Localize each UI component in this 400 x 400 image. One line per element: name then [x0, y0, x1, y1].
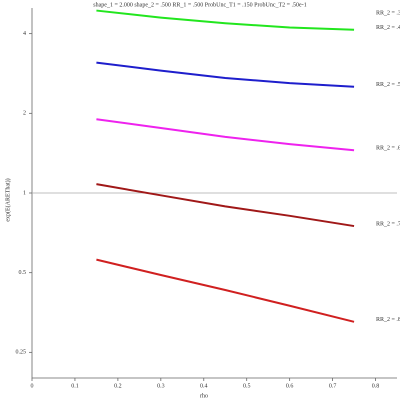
x-tick-label: 0.3: [157, 383, 165, 389]
x-tick-label: 0.6: [286, 383, 294, 389]
line: [96, 258, 355, 323]
series-label: RR_2 = .600: [376, 146, 400, 152]
series-label: RR_2 = .800: [376, 317, 400, 323]
x-tick-label: 0.1: [71, 383, 79, 389]
line: [96, 118, 355, 152]
y-axis-label: exp(E(AREThat)): [4, 178, 11, 221]
series-label: RR_2 = .400: [376, 25, 400, 31]
line: [96, 9, 355, 31]
y-tick-label: 4: [23, 31, 26, 37]
y-tick-label: 0.25: [16, 350, 27, 356]
y-tick-label: 2: [23, 111, 26, 117]
line: [96, 183, 355, 228]
x-tick-label: 0.7: [329, 383, 337, 389]
x-tick-label: 0.5: [243, 383, 251, 389]
y-tick-label: 0.5: [19, 270, 27, 276]
series-label: RR_2 = .700: [376, 221, 400, 227]
chart-title: shape_1 = 2.000 shape_2 = .500 RR_1 = .5…: [93, 2, 306, 8]
annotation: RR_2 = .300: [376, 10, 400, 16]
line: [96, 61, 355, 88]
x-tick-label: 0.4: [200, 383, 208, 389]
y-tick-label: 1: [23, 190, 26, 196]
x-tick-label: 0: [31, 383, 34, 389]
x-tick-label: 0.2: [114, 383, 122, 389]
x-tick-label: 0.8: [372, 383, 380, 389]
series-label: RR_2 = .500: [376, 82, 400, 88]
x-axis-label: rho: [200, 393, 208, 399]
